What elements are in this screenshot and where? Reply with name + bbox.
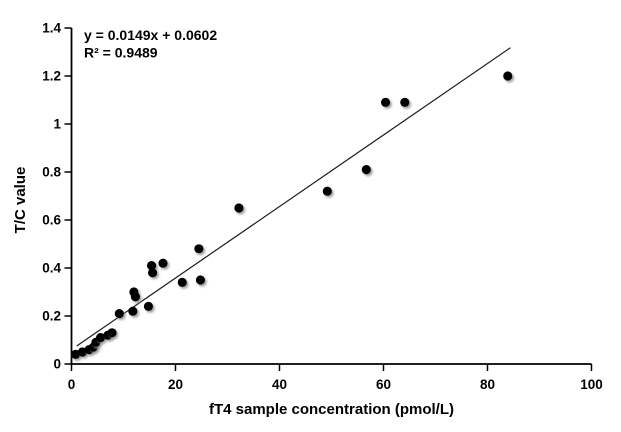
data-point <box>143 301 154 311</box>
data-point <box>130 292 141 302</box>
data-point <box>234 203 244 213</box>
regression-equation: y = 0.0149x + 0.0602 <box>84 27 217 43</box>
y-tick-label: 1.4 <box>42 21 61 36</box>
data-point <box>158 258 168 268</box>
data-point <box>194 244 204 254</box>
data-point <box>322 186 332 196</box>
y-tick-label: 1.2 <box>42 69 61 84</box>
y-axis-title: T/C value <box>12 167 29 234</box>
x-tick-label: 100 <box>580 377 603 392</box>
data-point <box>107 328 117 338</box>
data-point <box>361 165 371 175</box>
data-point <box>503 71 513 81</box>
data-point <box>114 309 124 319</box>
x-tick-label: 60 <box>376 377 391 392</box>
data-point <box>146 261 157 271</box>
data-point <box>195 275 206 285</box>
y-tick-label: 1 <box>53 117 61 132</box>
data-point <box>177 277 187 287</box>
trend-line <box>76 47 511 347</box>
data-point <box>148 268 158 278</box>
r-squared-label: R² = 0.9489 <box>84 45 158 61</box>
data-point <box>96 333 106 343</box>
x-tick-label: 80 <box>480 377 495 392</box>
plot-area: 0 20 40 60 80 100 0 0.2 0.4 0.6 0.8 1 1.2 1.4 <box>42 21 603 392</box>
y-tick-label: 0.4 <box>42 261 61 276</box>
data-point <box>400 97 410 107</box>
x-tick-label: 0 <box>68 377 76 392</box>
x-axis-title: fT4 sample concentration (pmol/L) <box>209 401 454 418</box>
y-tick-label: 0.2 <box>42 309 61 324</box>
data-point <box>128 306 138 316</box>
data-point <box>380 97 391 107</box>
y-tick-label: 0 <box>53 357 61 372</box>
x-tick-label: 40 <box>272 377 287 392</box>
x-tick-label: 20 <box>168 377 183 392</box>
y-tick-label: 0.8 <box>42 165 61 180</box>
y-tick-label: 0.6 <box>42 213 61 228</box>
